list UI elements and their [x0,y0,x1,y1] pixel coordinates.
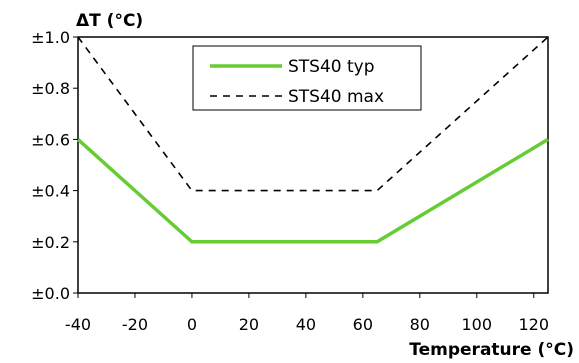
legend: STS40 typ STS40 max [192,45,422,111]
x-tick-label: 60 [353,315,373,334]
x-tick-label: -20 [122,315,148,334]
y-tick-label: ±0.0 [31,284,70,303]
y-tick-label: ±0.4 [31,182,70,201]
legend-label-typ: STS40 typ [288,57,375,77]
x-axis-title: Temperature (°C) [409,340,574,360]
y-tick-label: ±0.8 [31,79,70,98]
x-tick-label: 20 [239,315,259,334]
x-tick-label: 0 [187,315,197,334]
y-axis-title: ΔT (°C) [76,11,143,31]
y-axis-ticks: ±0.0 ±0.2 ±0.4 ±0.6 ±0.8 ±1.0 [31,28,78,303]
series-layer [76,36,549,244]
x-tick-label: -40 [65,315,91,334]
x-tick-label: 100 [462,315,493,334]
y-tick-label: ±0.2 [31,233,70,252]
x-tick-label: 40 [296,315,316,334]
legend-box [192,45,422,111]
x-tick-label: 120 [518,315,549,334]
y-tick-label: ±1.0 [31,28,70,47]
y-tick-label: ±0.6 [31,130,70,149]
series-line-typ [76,137,549,244]
legend-label-max: STS40 max [288,87,384,107]
series-line-max [77,36,549,192]
x-tick-label: 80 [410,315,430,334]
x-axis-ticks: -40 -20 0 20 40 60 80 100 120 [65,293,549,334]
